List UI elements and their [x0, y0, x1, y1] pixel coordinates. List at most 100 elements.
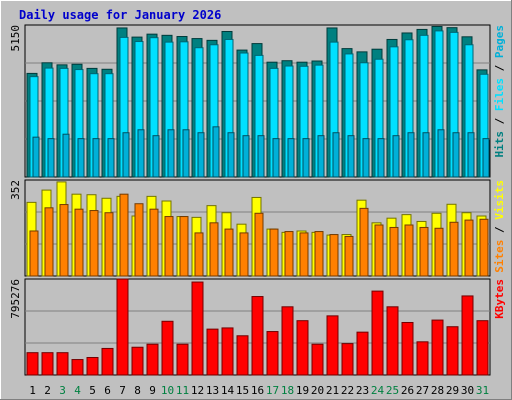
sites-bar: [284, 231, 294, 277]
x-tick-label: 26: [401, 384, 414, 397]
x-axis-labels: 1 2 3 4 5 6 7 8 9 10 11 12 13 14 15 16 17 18 19 20 21 22 23 24 2…: [29, 384, 489, 397]
kbytes-bar: [476, 320, 489, 376]
pages-bar: [137, 129, 145, 178]
x-tick-label: 25: [386, 384, 399, 397]
kbytes-bar: [71, 359, 84, 376]
pages-bar: [77, 138, 85, 178]
kbytes-bar: [326, 315, 339, 376]
pages-bar: [437, 129, 445, 178]
kbytes-bar: [311, 343, 324, 376]
sites-bar: [479, 218, 489, 277]
kbytes-bar: [281, 306, 294, 376]
x-tick-label: 7: [119, 384, 126, 397]
sites-bar: [464, 219, 474, 277]
x-tick-label: 19: [296, 384, 309, 397]
x-tick-label: 28: [431, 384, 444, 397]
pages-bar: [242, 135, 250, 178]
pages-bar: [227, 132, 235, 178]
pages-bar: [467, 132, 475, 178]
legend-hits: Hits: [493, 131, 506, 158]
pages-bar: [152, 135, 160, 178]
pages-bar: [32, 136, 40, 178]
legend-visits: Visits: [493, 180, 506, 220]
x-tick-label: 10: [161, 384, 174, 397]
x-tick-label: 16: [251, 384, 264, 397]
pages-bar: [302, 138, 310, 178]
kbytes-bar: [461, 295, 474, 376]
panel-kbytes-max-label: 795276: [9, 279, 22, 319]
kbytes-bar: [26, 352, 39, 376]
kbytes-bar: [416, 341, 429, 376]
pages-bar: [47, 138, 55, 178]
sites-bar: [89, 210, 99, 277]
pages-bar: [272, 138, 280, 178]
pages-bar: [362, 138, 370, 178]
x-tick-label: 13: [206, 384, 219, 397]
pages-bar: [392, 135, 400, 178]
x-tick-label: 1: [29, 384, 36, 397]
sites-bar: [59, 204, 69, 277]
x-tick-label: 5: [89, 384, 96, 397]
legend-pages: Pages: [493, 25, 506, 58]
x-tick-label: 8: [134, 384, 141, 397]
sites-bar: [134, 203, 144, 277]
x-tick-label: 2: [44, 384, 51, 397]
kbytes-bar: [251, 296, 264, 376]
x-tick-label: 14: [221, 384, 235, 397]
kbytes-bar: [236, 335, 249, 376]
x-tick-label: 9: [149, 384, 156, 397]
sites-bar: [434, 227, 444, 277]
sites-bar: [419, 226, 429, 277]
pages-bar: [62, 133, 70, 178]
pages-bar: [422, 132, 430, 178]
pages-bar: [332, 132, 340, 178]
x-tick-label: 6: [104, 384, 111, 397]
pages-bar: [182, 129, 190, 178]
kbytes-bar: [206, 328, 219, 376]
sites-bar: [224, 228, 234, 277]
x-tick-label: 15: [236, 384, 249, 397]
kbytes-bar: [176, 343, 189, 376]
legend-separator: /: [493, 220, 506, 240]
pages-bar: [452, 132, 460, 178]
x-tick-label: 23: [356, 384, 369, 397]
x-tick-label: 22: [341, 384, 354, 397]
sites-bar: [119, 193, 129, 277]
kbytes-bar: [161, 320, 174, 376]
pages-bar: [257, 135, 265, 178]
x-tick-label: 30: [461, 384, 474, 397]
x-tick-label: 12: [191, 384, 204, 397]
kbytes-bar: [371, 290, 384, 376]
sites-bar: [239, 232, 249, 277]
kbytes-bar: [131, 346, 144, 376]
sites-bar: [374, 224, 384, 277]
chart-panels: 5150 Hits / Files / Pages 352 Sites / Visit…: [9, 24, 506, 376]
sites-bar: [209, 222, 219, 277]
sites-bar: [449, 221, 459, 277]
x-tick-label: 18: [281, 384, 294, 397]
legend-separator: /: [493, 111, 506, 131]
sites-bar: [74, 208, 84, 277]
x-tick-label: 3: [59, 384, 66, 397]
kbytes-bar: [431, 319, 444, 376]
sites-bar: [194, 232, 204, 277]
kbytes-bar: [446, 326, 459, 376]
sites-bar: [29, 230, 39, 277]
kbytes-bar: [41, 352, 54, 376]
x-tick-label: 11: [176, 384, 189, 397]
panel-hits-legend: Hits / Files / Pages: [493, 25, 506, 158]
pages-bar: [107, 138, 115, 178]
pages-bar: [287, 138, 295, 178]
kbytes-bar: [86, 356, 99, 376]
kbytes-bar: [386, 306, 399, 376]
sites-bar: [329, 234, 339, 277]
pages-bar: [482, 138, 490, 178]
x-tick-label: 17: [266, 384, 279, 397]
sites-bar: [404, 224, 414, 277]
sites-bar: [149, 208, 159, 277]
legend-files: Files: [493, 78, 506, 111]
panel-visits-legend: Sites / Visits: [493, 180, 506, 273]
sites-bar: [389, 226, 399, 277]
pages-bar: [197, 132, 205, 178]
